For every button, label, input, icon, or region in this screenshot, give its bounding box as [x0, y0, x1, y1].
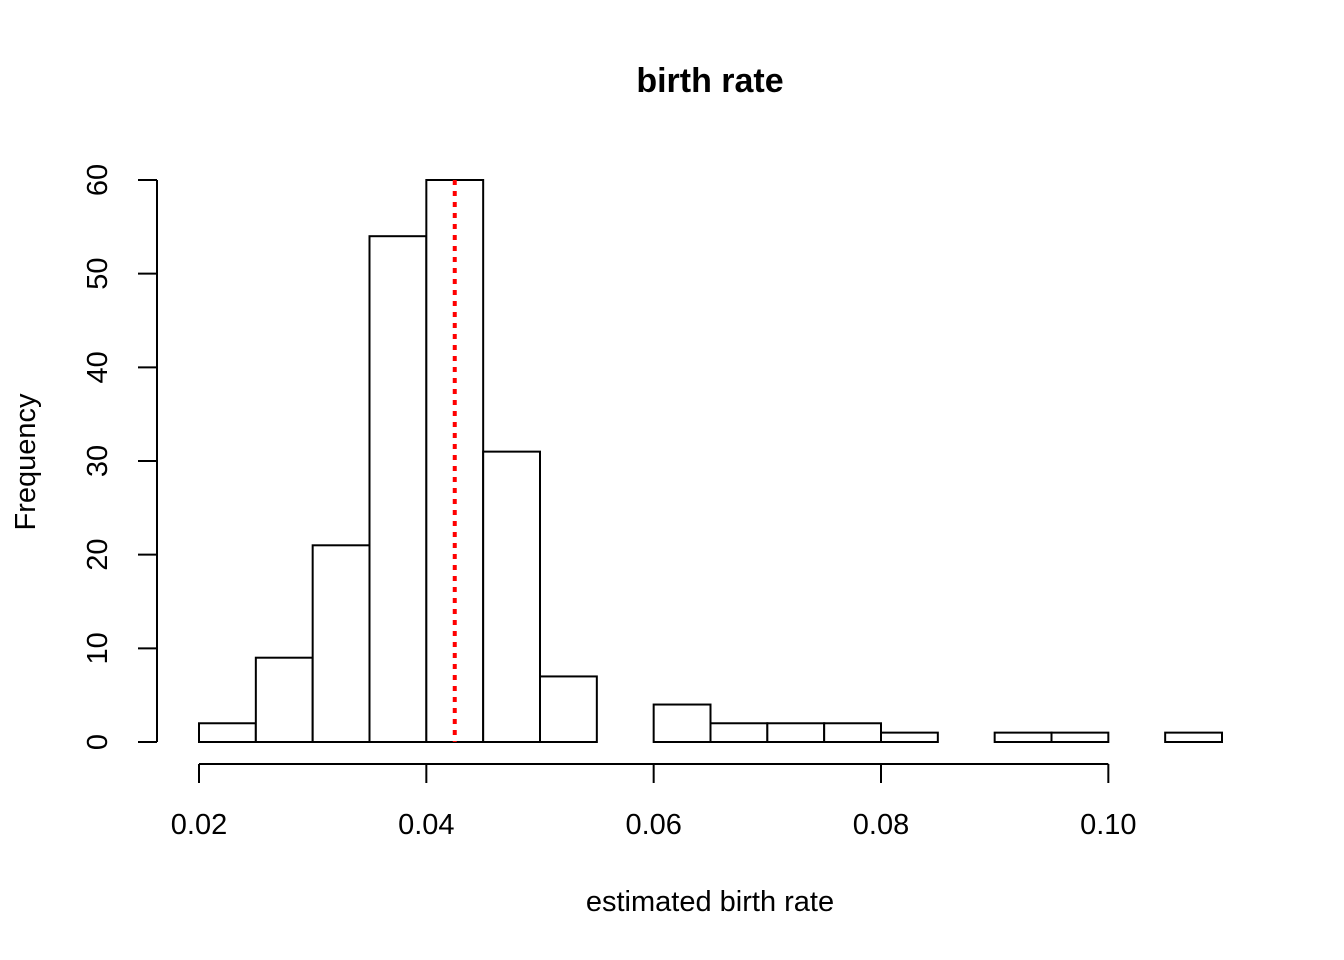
- x-tick-label-0: 0.02: [171, 809, 227, 841]
- chart-title: birth rate: [636, 62, 783, 100]
- x-axis-label: estimated birth rate: [586, 886, 834, 918]
- histogram-bar-5: [482, 450, 541, 743]
- x-tick-label-1: 0.04: [398, 809, 454, 841]
- x-axis: 0.02 0.04 0.06 0.08 0.10: [171, 763, 1137, 841]
- histogram-bar-0: [198, 722, 257, 743]
- y-axis-label: Frequency: [10, 393, 42, 531]
- histogram-bar-4: [425, 179, 485, 743]
- histogram-bar-6: [539, 675, 598, 744]
- y-tick-label-1: 10: [82, 632, 114, 664]
- histogram-bar-17: [1164, 731, 1223, 744]
- y-axis: 0 10 20 30 40 50 60: [82, 164, 158, 750]
- histogram-bar-8: [652, 703, 712, 743]
- y-tick-label-0: 0: [82, 734, 114, 750]
- x-tick-label-2: 0.06: [625, 809, 681, 841]
- y-tick-label-5: 50: [82, 258, 114, 290]
- y-tick-label-4: 40: [82, 351, 114, 383]
- histogram-bar-10: [766, 722, 826, 743]
- histogram-bar-9: [709, 722, 769, 743]
- histogram-bar-12: [880, 731, 939, 744]
- histogram-bar-3: [368, 235, 428, 743]
- histogram-bar-11: [823, 722, 883, 743]
- y-tick-label-6: 60: [82, 164, 114, 196]
- histogram-bar-2: [311, 544, 371, 743]
- y-tick-label-3: 30: [82, 445, 114, 477]
- histogram-bars: [198, 179, 1223, 744]
- histogram-bar-1: [254, 656, 314, 744]
- x-tick-label-4: 0.10: [1080, 809, 1136, 841]
- histogram-bar-14: [993, 731, 1053, 744]
- x-tick-label-3: 0.08: [853, 809, 909, 841]
- y-tick-label-2: 20: [82, 539, 114, 571]
- histogram-bar-15: [1050, 731, 1110, 744]
